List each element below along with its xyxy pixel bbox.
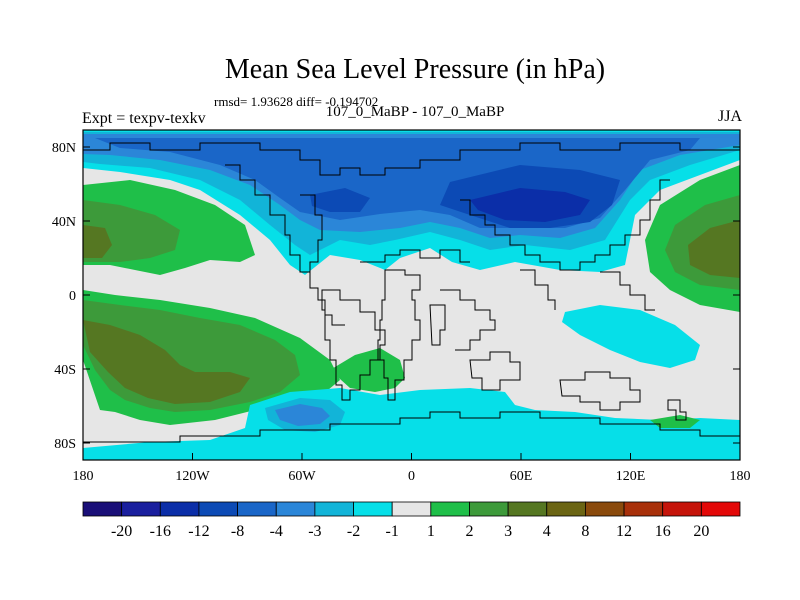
lat-label-40n: 40N (52, 215, 76, 230)
lon-label-0: 0 (408, 469, 415, 484)
contour-neg3-south (275, 404, 330, 426)
lat-label-0: 0 (69, 289, 76, 304)
rmsd-diff-stats: rmsd= 1.93628 diff= -0.194702 (214, 94, 379, 109)
colorbar-label: -20 (111, 523, 132, 540)
colorbar-label: -3 (308, 523, 321, 540)
colorbar-label: 2 (465, 523, 473, 540)
colorbar-swatch (469, 501, 509, 517)
colorbar-swatch (121, 501, 161, 517)
colorbar-label: -12 (188, 523, 209, 540)
colorbar-swatch (700, 501, 741, 517)
colorbar-swatch (507, 501, 548, 517)
colorbar-swatch (314, 501, 354, 517)
colorbar-label: 12 (616, 523, 632, 540)
contour-neg1-southeast (690, 425, 740, 460)
lat-ticks (83, 146, 740, 444)
colorbar-swatch (430, 501, 470, 517)
contour-pos1-southeast (650, 415, 700, 428)
colorbar-swatch (623, 501, 664, 517)
map-field (83, 130, 740, 460)
contour-pos3-east (688, 220, 740, 278)
plot-title: Mean Sea Level Pressure (in hPa) (224, 54, 606, 85)
colorbar-label: 20 (693, 523, 709, 540)
lat-label-80n: 80N (52, 141, 76, 156)
lon-label-120w: 120W (175, 469, 210, 484)
lat-label-80s: 80S (54, 437, 76, 452)
contour-pos1-south-atlantic (330, 348, 405, 392)
colorbar-swatch (662, 501, 702, 517)
colorbar-swatch (198, 501, 238, 517)
lon-label-180e: 180 (730, 469, 751, 484)
colorbar-label: -4 (270, 523, 283, 540)
season-label: JJA (717, 108, 742, 125)
lon-label-180w: 180 (73, 469, 94, 484)
colorbar-label: 3 (504, 523, 512, 540)
colorbar-label: 4 (543, 523, 551, 540)
lon-ticks (82, 453, 741, 460)
contour-pos3-west-south (83, 320, 250, 404)
colorbar-label: -16 (150, 523, 171, 540)
contour-neg1-south (83, 388, 740, 460)
lon-label-60e: 60E (510, 469, 533, 484)
contour-neg12-north (470, 188, 590, 222)
contour-neg1-south-indian (562, 305, 700, 368)
lon-label-120e: 120E (616, 469, 646, 484)
colorbar-swatch (82, 501, 123, 517)
colorbar-swatch (546, 501, 586, 517)
colorbar-label: -8 (231, 523, 244, 540)
coastlines (83, 142, 740, 443)
colorbar-swatch (237, 501, 277, 517)
colorbar-swatch (585, 501, 625, 517)
contour-neg8-north-2 (310, 188, 370, 212)
lon-label-60w: 60W (288, 469, 316, 484)
comparison-label: 107_0_MaBP - 107_0_MaBP (325, 104, 505, 120)
contour-pos3-west-north (83, 225, 112, 258)
colorbar-label: 1 (427, 523, 435, 540)
colorbar-swatch (391, 501, 432, 517)
colorbar: -20 -16 -12 -8 -4 -3 -2 -1 1 2 3 4 8 12 16 20 (82, 501, 741, 540)
lat-label-40s: 40S (54, 363, 76, 378)
colorbar-label: 16 (655, 523, 671, 540)
colorbar-label: 8 (581, 523, 589, 540)
colorbar-label: -2 (347, 523, 360, 540)
colorbar-swatch (159, 501, 200, 517)
colorbar-label: -1 (386, 523, 399, 540)
colorbar-swatch (275, 501, 316, 517)
experiment-label: Expt = texpv-texkv (82, 110, 206, 127)
colorbar-swatch (353, 501, 393, 517)
